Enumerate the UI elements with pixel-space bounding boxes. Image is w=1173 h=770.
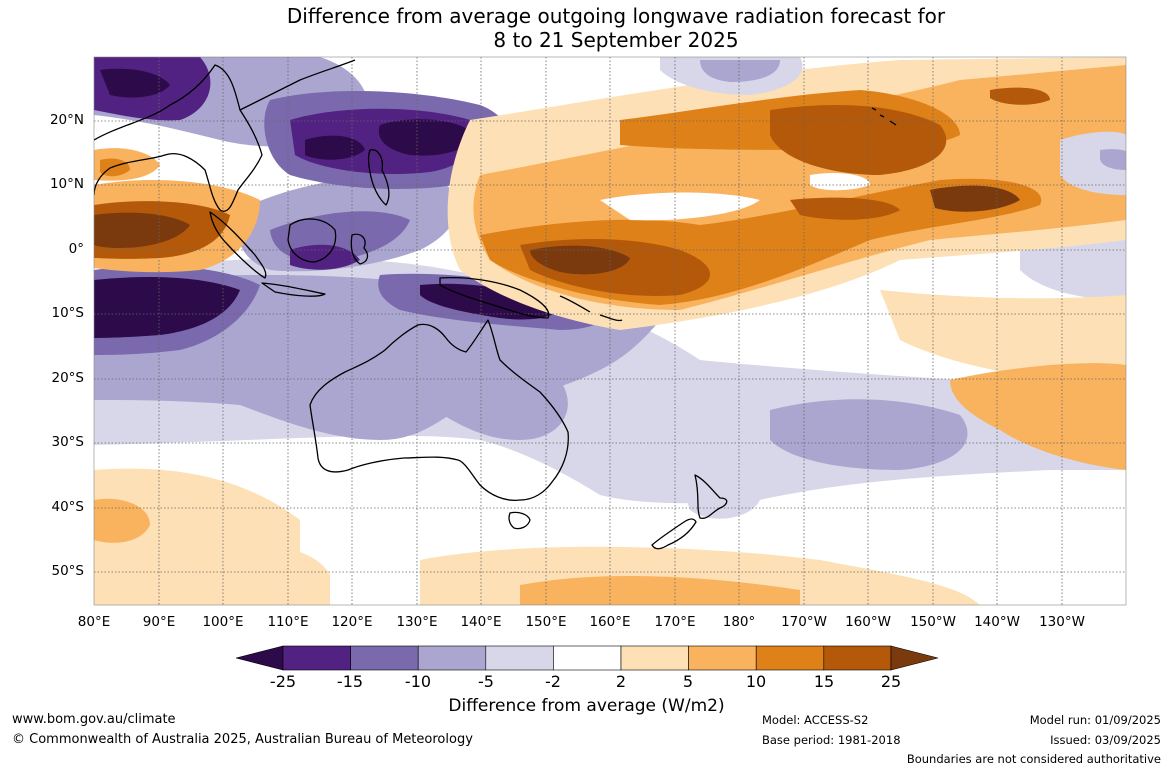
colorbar-segment — [620, 645, 689, 671]
map-frame — [93, 56, 1127, 606]
lon-label: 90°E — [142, 614, 176, 630]
lon-label: 140°E — [460, 614, 502, 630]
colorbar-tick-label: -2 — [545, 672, 561, 691]
lon-label: 140°W — [974, 614, 1020, 630]
colorbar-tick-label: -5 — [478, 672, 494, 691]
australia-coast — [309, 319, 569, 501]
new-zealand-north-coast — [694, 474, 728, 519]
model-run-text: Model run: 01/09/2025 — [1029, 713, 1161, 727]
colorbar-tick-label: -15 — [336, 672, 364, 691]
colorbar-segment — [417, 645, 487, 671]
philippines-coast — [367, 149, 390, 206]
new-zealand-south-coast — [651, 518, 697, 550]
colorbar-tick-label: 2 — [615, 672, 627, 691]
tasmania-coast — [508, 511, 531, 530]
colorbar-title: Difference from average (W/m2) — [448, 696, 725, 716]
lon-label: 100°E — [202, 614, 244, 630]
lon-label: 130°W — [1039, 614, 1085, 630]
model-text: Model: ACCESS-S2 — [762, 713, 869, 727]
map-title: Difference from average outgoing longwav… — [0, 4, 1173, 52]
colorbar-tick-label: 15 — [813, 672, 835, 691]
colorbar-tick-label: 10 — [745, 672, 767, 691]
lat-label: 30°S — [51, 434, 85, 450]
graticule — [94, 57, 1126, 605]
copyright-text: © Commonwealth of Australia 2025, Austra… — [12, 732, 473, 747]
lon-label: 150°E — [525, 614, 567, 630]
colorbar-segment — [282, 645, 351, 671]
sulawesi-coast — [350, 233, 369, 265]
issued-text: Issued: 03/09/2025 — [1050, 733, 1161, 747]
lat-label: 20°S — [51, 370, 85, 386]
new-guinea-coast — [439, 276, 550, 319]
lon-label: 130°E — [396, 614, 438, 630]
sumatra-coast — [209, 211, 267, 279]
title-line-1: Difference from average outgoing longwav… — [286, 4, 946, 28]
colorbar-low-extension — [235, 645, 284, 671]
lon-label: 180° — [722, 614, 756, 630]
lon-label: 120°E — [331, 614, 373, 630]
colorbar-tick-label: 5 — [682, 672, 694, 691]
lon-label: 160°W — [845, 614, 891, 630]
lat-label: 10°N — [49, 176, 84, 192]
website-text: www.bom.gov.au/climate — [12, 712, 176, 727]
colorbar-segment — [823, 645, 892, 671]
lat-label: 40°S — [51, 499, 85, 515]
se-asia-coast — [94, 64, 263, 212]
colorbar-tick-label: -10 — [404, 672, 432, 691]
colorbar-segment — [688, 645, 757, 671]
lon-label: 110°E — [267, 614, 309, 630]
lon-label: 170°E — [654, 614, 696, 630]
colorbar-segment — [755, 645, 825, 671]
colorbar-segment — [350, 645, 419, 671]
lat-label: 20°N — [49, 112, 84, 128]
colorbar-segment — [485, 645, 554, 671]
java-coast — [261, 282, 326, 297]
borneo-coast — [287, 218, 337, 263]
lat-label: 10°S — [51, 305, 85, 321]
disclaimer-text: Boundaries are not considered authoritat… — [906, 752, 1161, 766]
solomon-coast — [559, 295, 623, 322]
china-coast — [239, 59, 356, 111]
base-period-text: Base period: 1981-2018 — [762, 733, 901, 747]
title-line-2: 8 to 21 September 2025 — [493, 28, 739, 52]
colorbar — [235, 645, 939, 671]
colorbar-tick-label: 25 — [880, 672, 902, 691]
coastlines — [94, 59, 897, 550]
anomaly-map — [93, 56, 1127, 606]
lon-label: 150°W — [910, 614, 956, 630]
lon-label: 160°E — [589, 614, 631, 630]
colorbar-tick-label: -25 — [269, 672, 297, 691]
lat-label: 0° — [68, 241, 84, 257]
lat-label: 50°S — [51, 563, 85, 579]
lon-label: 80°E — [77, 614, 111, 630]
colorbar-high-extension — [890, 645, 939, 671]
lon-label: 170°W — [781, 614, 827, 630]
colorbar-segment — [553, 645, 622, 671]
hawaii-coast — [871, 107, 897, 126]
